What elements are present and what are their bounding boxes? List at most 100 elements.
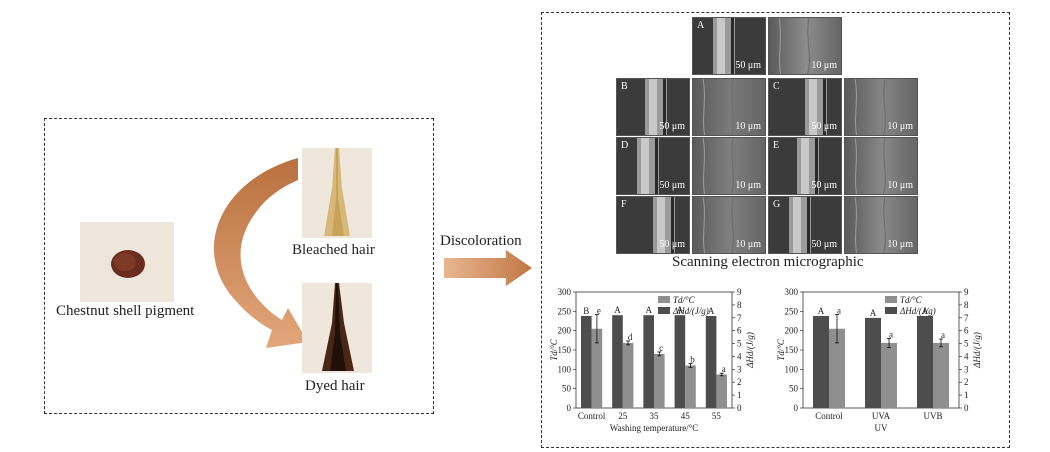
y2-tick-label: 3 <box>964 364 969 374</box>
sem-scale-bar-label: 10 μm <box>735 239 761 250</box>
sem-scale-bar-label: 10 μm <box>887 180 913 191</box>
bar-dh <box>685 365 696 408</box>
bar-dh-label: b <box>690 355 695 365</box>
bar-td-label: A <box>708 306 715 316</box>
bar-td <box>580 315 592 408</box>
sem-tile-high-g: 10 μm <box>844 196 918 254</box>
pigment-powder-icon <box>111 250 145 278</box>
sem-panel-letter: D <box>621 140 629 151</box>
pigment-label: Chestnut shell pigment <box>56 303 195 319</box>
y2-tick-label: 5 <box>737 339 742 349</box>
sem-scale-bar-label: 50 μm <box>659 121 685 132</box>
y2-tick-label: 5 <box>964 339 969 349</box>
x-tick-label: Control <box>815 411 843 421</box>
bleached-hair-photo <box>302 148 372 238</box>
sem-tile-low-d: D 50 μm <box>616 137 690 195</box>
sem-caption: Scanning electron micrographic <box>672 254 864 270</box>
sem-scale-bar-label: 10 μm <box>887 121 913 132</box>
x-tick-label: Control <box>578 411 606 421</box>
sem-scale-bar-label: 10 μm <box>735 121 761 132</box>
y-tick-label: 150 <box>785 345 799 355</box>
discoloration-label: Discoloration <box>440 233 522 249</box>
sem-scale-bar-label: 50 μm <box>811 121 837 132</box>
bar-td-label: A <box>818 306 825 316</box>
y-tick-label: 300 <box>785 287 799 297</box>
bar-dh-label: a <box>837 306 841 316</box>
bar-td-label: B <box>583 306 589 316</box>
bar-td-label: A <box>922 306 929 316</box>
legend-swatch-td <box>885 296 897 303</box>
legend-swatch-dh <box>658 307 670 314</box>
sem-panel-letter: A <box>697 20 705 31</box>
sem-panel-letter: C <box>773 81 780 92</box>
y-tick-label: 250 <box>785 306 799 316</box>
sem-tile-high-d: 10 μm <box>692 137 766 195</box>
legend-swatch-td <box>658 296 670 303</box>
bar-td <box>674 315 686 408</box>
legend-label-dh: ΔHd/(J/g) <box>672 306 709 316</box>
y2-axis-label: ΔHd/(J/g) <box>745 332 755 369</box>
legend-label-dh: ΔHd/(J/g) <box>899 306 936 316</box>
bar-dh <box>933 342 949 408</box>
y2-tick-label: 3 <box>737 364 742 374</box>
y-axis-label: Td/°C <box>549 338 559 361</box>
x-axis-label: Washing temperature/°C <box>610 423 699 433</box>
right-arrow <box>444 250 532 286</box>
y2-tick-label: 8 <box>964 300 969 310</box>
curved-arrow <box>213 158 308 348</box>
y2-tick-label: 4 <box>964 351 969 361</box>
x-tick-label: UVB <box>923 411 942 421</box>
legend-label-td: Td/°C <box>900 295 923 305</box>
legend-swatch-dh <box>885 307 897 314</box>
bar-dh-label: d <box>628 332 633 342</box>
y2-tick-label: 7 <box>964 313 969 323</box>
y-tick-label: 50 <box>789 384 799 394</box>
bleached-hair-label: Bleached hair <box>292 242 375 258</box>
sem-panel-letter: F <box>621 199 627 210</box>
sem-tile-high-b: 10 μm <box>692 78 766 136</box>
sem-tile-low-g: G 50 μm <box>768 196 842 254</box>
bar-dh-label: e <box>597 306 601 316</box>
y-tick-label: 0 <box>567 403 572 413</box>
x-tick-label: 55 <box>712 411 722 421</box>
y-tick-label: 150 <box>558 345 572 355</box>
y2-tick-label: 0 <box>737 403 742 413</box>
y-tick-label: 200 <box>785 326 799 336</box>
y2-tick-label: 1 <box>737 390 742 400</box>
y2-tick-label: 0 <box>964 403 969 413</box>
sem-tile-low-b: B 50 μm <box>616 78 690 136</box>
y-tick-label: 100 <box>785 364 799 374</box>
bar-dh-label: a <box>941 330 945 340</box>
bar-dh <box>591 328 603 408</box>
y-axis-label: Td/°C <box>776 338 786 361</box>
bar-dh <box>654 353 665 408</box>
sem-scale-bar-label: 10 μm <box>811 60 837 71</box>
x-axis-label: UV <box>875 423 888 433</box>
y2-tick-label: 4 <box>737 351 742 361</box>
bar-td <box>865 317 881 408</box>
dyed-hair-photo <box>302 283 372 373</box>
y2-tick-label: 9 <box>737 287 742 297</box>
sem-scale-bar-label: 50 μm <box>811 239 837 250</box>
sem-tile-high-c: 10 μm <box>844 78 918 136</box>
sem-tile-low-e: E 50 μm <box>768 137 842 195</box>
chart-uv: 0 50 100 150 200 250 300 0 1 2 3 4 5 6 7 8 9 A a Control Aa U… <box>776 287 982 433</box>
dyed-hair-label: Dyed hair <box>305 378 365 394</box>
bar-dh-label: c <box>659 343 663 353</box>
x-tick-label: 45 <box>681 411 691 421</box>
bar-td <box>612 315 623 408</box>
right-panel <box>541 12 1010 448</box>
y2-tick-label: 2 <box>964 377 969 387</box>
bar-dh <box>829 328 845 408</box>
sem-scale-bar-label: 10 μm <box>887 239 913 250</box>
bar-dh <box>881 342 897 408</box>
sem-scale-bar-label: 50 μm <box>659 180 685 191</box>
y2-tick-label: 1 <box>964 390 969 400</box>
bar-td <box>643 315 654 408</box>
sem-tile-low-f: F 50 μm <box>616 196 690 254</box>
sem-scale-bar-label: 50 μm <box>659 239 685 250</box>
bar-dh-label: a <box>889 329 893 339</box>
bar-td-label: A <box>645 305 652 315</box>
bar-td-label: A <box>677 305 684 315</box>
